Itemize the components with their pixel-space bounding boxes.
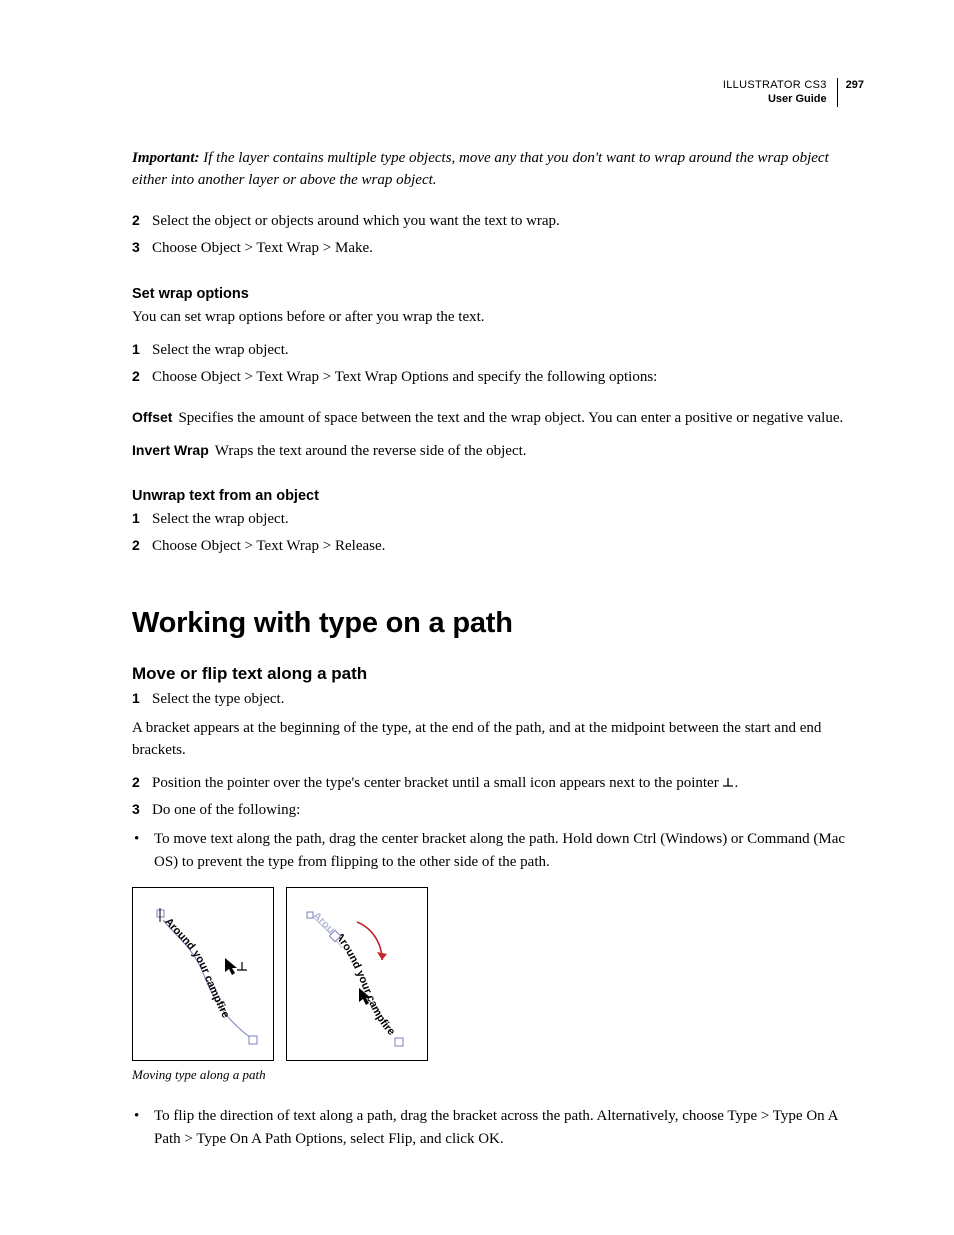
step-text: Choose Object > Text Wrap > Make.: [152, 237, 864, 260]
bullet-icon: •: [132, 828, 154, 873]
definition-invert-wrap: Invert Wrap Wraps the text around the rev…: [132, 440, 864, 463]
move-steps-2: 2 Position the pointer over the type's c…: [132, 772, 864, 823]
figure-frame-right: Aroun Around your campfire: [286, 887, 428, 1061]
unwrap-steps: 1 Select the wrap object. 2 Choose Objec…: [132, 508, 864, 559]
running-header: ILLUSTRATOR CS3 User Guide 297: [723, 78, 864, 107]
step-text: Select the object or objects around whic…: [152, 210, 864, 233]
important-label: Important:: [132, 150, 200, 166]
step-text: Select the wrap object.: [152, 339, 864, 362]
bullet-text: To flip the direction of text along a pa…: [154, 1105, 864, 1150]
step-number: 1: [132, 688, 152, 711]
step-item: 2 Choose Object > Text Wrap > Release.: [132, 535, 864, 558]
guide-subtitle: User Guide: [723, 92, 827, 106]
step-item: 3 Choose Object > Text Wrap > Make.: [132, 237, 864, 260]
step-number: 1: [132, 508, 152, 531]
step-text: Select the type object.: [152, 688, 864, 711]
def-desc: Specifies the amount of space between th…: [178, 410, 843, 426]
list-item: • To flip the direction of text along a …: [132, 1105, 864, 1150]
step-number: 2: [132, 772, 152, 795]
def-term: Offset: [132, 409, 172, 425]
move-bullets-2: • To flip the direction of text along a …: [132, 1105, 864, 1150]
heading-set-wrap-options: Set wrap options: [132, 286, 864, 302]
move-bullets-1: • To move text along the path, drag the …: [132, 828, 864, 873]
bullet-icon: •: [132, 1105, 154, 1150]
bracket-paragraph: A bracket appears at the beginning of th…: [132, 717, 864, 762]
step-number: 3: [132, 799, 152, 822]
heading-move-or-flip: Move or flip text along a path: [132, 664, 864, 684]
step-text: Choose Object > Text Wrap > Text Wrap Op…: [152, 366, 864, 389]
move-steps-1: 1 Select the type object.: [132, 688, 864, 711]
step-number: 2: [132, 535, 152, 558]
top-steps: 2 Select the object or objects around wh…: [132, 210, 864, 261]
step-item: 2 Position the pointer over the type's c…: [132, 772, 864, 795]
figure-caption: Moving type along a path: [132, 1067, 864, 1083]
step2-pre: Position the pointer over the type's cen…: [152, 775, 722, 791]
step-item: 2 Select the object or objects around wh…: [132, 210, 864, 233]
important-note: Important: If the layer contains multipl…: [132, 148, 864, 192]
step-text: Select the wrap object.: [152, 508, 864, 531]
figure-moving-type: Around your campfire: [132, 887, 864, 1083]
step-number: 1: [132, 339, 152, 362]
step-number: 2: [132, 210, 152, 233]
set-wrap-steps: 1 Select the wrap object. 2 Choose Objec…: [132, 339, 864, 390]
heading-working-with-type-on-path: Working with type on a path: [132, 607, 864, 640]
bullet-text: To move text along the path, drag the ce…: [154, 828, 864, 873]
step-text: Position the pointer over the type's cen…: [152, 772, 864, 795]
perpendicular-icon: [722, 776, 734, 788]
svg-text:Around your campfire: Around your campfire: [333, 931, 398, 1038]
list-item: • To move text along the path, drag the …: [132, 828, 864, 873]
step-item: 1 Select the type object.: [132, 688, 864, 711]
step-item: 1 Select the wrap object.: [132, 508, 864, 531]
step-text: Do one of the following:: [152, 799, 864, 822]
step-text: Choose Object > Text Wrap > Release.: [152, 535, 864, 558]
def-term: Invert Wrap: [132, 442, 209, 458]
step-item: 1 Select the wrap object.: [132, 339, 864, 362]
def-desc: Wraps the text around the reverse side o…: [215, 443, 527, 459]
page: ILLUSTRATOR CS3 User Guide 297 Important…: [0, 0, 954, 1235]
step2-post: .: [734, 775, 738, 791]
step-item: 3 Do one of the following:: [132, 799, 864, 822]
definition-offset: Offset Specifies the amount of space betw…: [132, 407, 864, 430]
step-item: 2 Choose Object > Text Wrap > Text Wrap …: [132, 366, 864, 389]
step-number: 3: [132, 237, 152, 260]
page-number: 297: [846, 78, 864, 92]
set-wrap-intro: You can set wrap options before or after…: [132, 306, 864, 329]
figure-frame-left: Around your campfire: [132, 887, 274, 1061]
product-name: ILLUSTRATOR CS3: [723, 79, 827, 91]
step-number: 2: [132, 366, 152, 389]
content-area: Important: If the layer contains multipl…: [132, 148, 864, 1150]
important-text: If the layer contains multiple type obje…: [132, 150, 829, 188]
heading-unwrap: Unwrap text from an object: [132, 488, 864, 504]
svg-text:Around your campfire: Around your campfire: [162, 916, 231, 1020]
